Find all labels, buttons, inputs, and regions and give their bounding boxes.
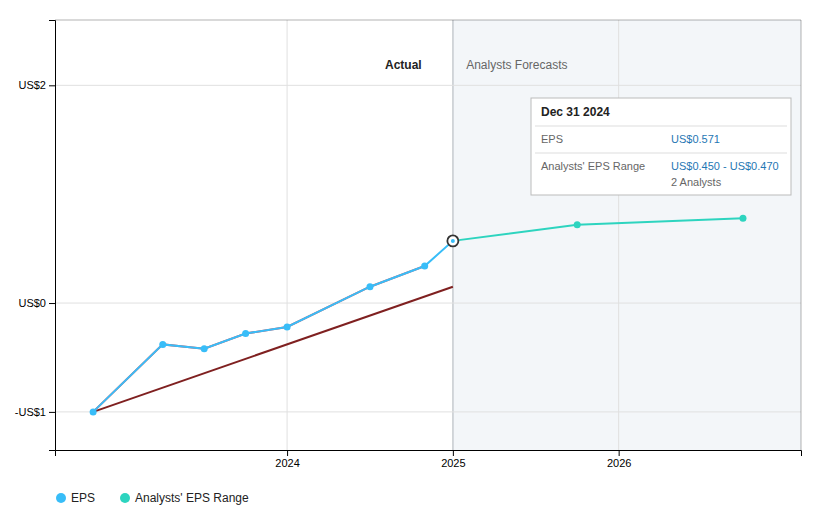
- series-point: [242, 330, 249, 337]
- tooltip-label: Analysts' EPS Range: [541, 160, 645, 172]
- plot: 2024 2025 2026 -US$1 US$0 US$2 Actual Analysts …: [15, 20, 802, 469]
- frame-top: [55, 20, 801, 21]
- tooltip-note: 2 Analysts: [671, 176, 722, 188]
- series-point: [421, 263, 428, 270]
- series-point: [739, 215, 746, 222]
- tooltip-label: EPS: [541, 133, 563, 145]
- y-tick-label: -US$1: [15, 406, 46, 418]
- y-tick: -US$1: [15, 406, 55, 418]
- annotations: Actual Analysts Forecasts Dec 31 2024 EPS US…: [385, 58, 791, 195]
- tooltip-title: Dec 31 2024: [541, 105, 610, 119]
- series-point: [201, 345, 208, 352]
- legend-item: Analysts' EPS Range: [120, 491, 249, 505]
- legend-label: Analysts' EPS Range: [135, 491, 249, 505]
- series-point: [159, 341, 166, 348]
- legend-swatch: [120, 493, 130, 503]
- x-tick: 2025: [441, 450, 465, 469]
- y-tick: US$2: [18, 79, 55, 91]
- series-point: [90, 408, 97, 415]
- tooltip: Dec 31 2024 EPS US$0.571 Analysts' EPS Rang…: [531, 98, 791, 195]
- grid-line-x: [287, 20, 288, 450]
- grid-line-x: [618, 20, 619, 450]
- y-tick: US$0: [18, 297, 55, 309]
- legend-swatch: [56, 493, 66, 503]
- region-label: Actual: [385, 58, 422, 72]
- y-axis-line: [49, 21, 56, 451]
- x-tick: 2026: [607, 450, 631, 469]
- region-label: Analysts Forecasts: [466, 58, 567, 72]
- frame-right: [801, 20, 802, 450]
- series-line: [93, 241, 453, 412]
- tooltip-box: [531, 98, 791, 195]
- x-tick-label: 2025: [441, 457, 465, 469]
- legend: EPS Analysts' EPS Range: [56, 491, 249, 505]
- grid-line-y: [55, 411, 801, 412]
- y-tick-mark: [49, 85, 55, 86]
- grid-line-y: [55, 85, 801, 86]
- x-tick-label: 2024: [275, 457, 299, 469]
- x-axis: 2024 2025 2026: [56, 450, 802, 469]
- tooltip-separator: [535, 153, 787, 154]
- grid-line-y: [55, 303, 801, 304]
- x-tick-mark: [619, 450, 620, 456]
- x-tick: 2024: [275, 450, 299, 469]
- x-tick-mark: [287, 450, 288, 456]
- y-axis: -US$1 US$0 US$2: [15, 21, 56, 451]
- series-line: [93, 266, 425, 412]
- tooltip-value: US$0.450 - US$0.470: [671, 160, 779, 172]
- series-point: [366, 283, 373, 290]
- forecast-region: [453, 20, 801, 450]
- transition-point-inner: [451, 239, 455, 243]
- series-point: [574, 221, 581, 228]
- y-tick-mark: [49, 303, 55, 304]
- marks: [90, 215, 747, 416]
- transition-point: [447, 235, 458, 246]
- series-line: [453, 218, 743, 241]
- y-tick-mark: [49, 412, 55, 413]
- x-tick-mark: [453, 450, 454, 456]
- x-axis-line: [56, 451, 802, 457]
- grid: [55, 20, 801, 450]
- series-line: [93, 287, 453, 412]
- series-point: [284, 323, 291, 330]
- background: [453, 20, 801, 450]
- legend-label: EPS: [71, 491, 95, 505]
- y-tick-label: US$2: [18, 79, 46, 91]
- legend-item: EPS: [56, 491, 95, 505]
- y-tick-label: US$0: [18, 297, 46, 309]
- x-tick-label: 2026: [607, 457, 631, 469]
- tooltip-value: US$0.571: [671, 133, 720, 145]
- tooltip-separator: [535, 126, 787, 127]
- chart: 2024 2025 2026 -US$1 US$0 US$2 Actual Analysts …: [0, 0, 821, 520]
